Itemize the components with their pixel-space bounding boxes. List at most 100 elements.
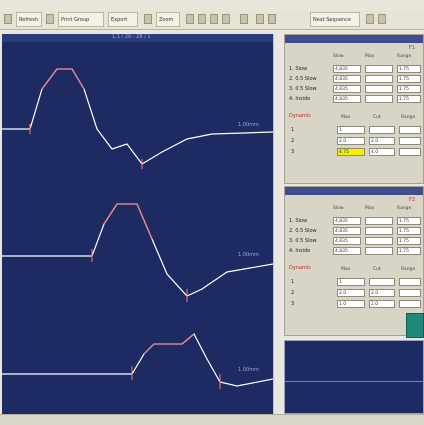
p1-row-1-v1[interactable]: 4,835 (333, 65, 361, 73)
p2-row-3-v1[interactable]: 4,835 (333, 237, 361, 245)
p2-row-2-v3[interactable]: 1.75 (397, 227, 421, 235)
arrow-right-icon[interactable] (198, 14, 206, 24)
p1-row-4-v1[interactable]: 4,835 (333, 95, 361, 103)
waveform-trace-1 (2, 68, 273, 165)
p2-sub-row-3-v1[interactable]: 1.0 (337, 300, 365, 308)
p1-row-3-v1[interactable]: 4,835 (333, 85, 361, 93)
p2-sub-row-3-v3[interactable] (399, 300, 421, 308)
trace-1-baseline-label: 1.00mm (238, 122, 259, 128)
p1-col-header-1: Slow (333, 54, 344, 59)
p2-row-4-v2[interactable] (365, 247, 393, 255)
data-panel-1-header: F1 (409, 45, 416, 51)
p1-sub-header-3: Range (401, 115, 416, 120)
p2-sub-row-3-v2[interactable]: 2.0 (369, 300, 395, 308)
trace-3-baseline-label: 1.00mm (238, 367, 259, 373)
p2-sub-header-1: Max (341, 267, 351, 272)
p1-row-2-v2[interactable] (365, 75, 393, 83)
p2-row-2-v1[interactable]: 4,835 (333, 227, 361, 235)
shield-icon[interactable] (406, 313, 424, 338)
p1-row-3-v3[interactable]: 1.75 (397, 85, 421, 93)
p1-row-2-v1[interactable]: 4,835 (333, 75, 361, 83)
export-button[interactable]: Export (108, 12, 138, 27)
grid-icon[interactable] (240, 14, 248, 24)
waveform-header (2, 34, 273, 42)
p1-row-2-v3[interactable]: 1.75 (397, 75, 421, 83)
next-sequence-button[interactable]: Next Sequence (310, 12, 360, 27)
data-panel-1-titlebar (285, 35, 423, 43)
p1-sub-row-1-v3[interactable] (399, 126, 421, 134)
splitter[interactable] (273, 34, 284, 414)
p1-row-3-label: 3. 0.5 Slow (289, 86, 317, 92)
arrow-left-icon[interactable] (186, 14, 194, 24)
p2-sub-header-3: Range (401, 267, 416, 272)
p2-row-4-v3[interactable]: 1.75 (397, 247, 421, 255)
help-icon[interactable] (366, 14, 374, 24)
p1-sub-row-3-v3[interactable] (399, 148, 421, 156)
p2-row-3-v2[interactable] (365, 237, 393, 245)
p2-row-2-v2[interactable] (365, 227, 393, 235)
p1-row-4-label: 4. Inside (289, 96, 311, 102)
waveform-trace-3-peak (143, 333, 195, 355)
p1-sub-row-2-v1[interactable]: 2.0 (337, 137, 365, 145)
last-icon[interactable] (222, 14, 230, 24)
p2-row-4-v1[interactable]: 4,835 (333, 247, 361, 255)
p2-sub-header-2: Cut (373, 267, 381, 272)
zoom-button[interactable]: Zoom (156, 12, 180, 27)
p1-sub-row-1-v2[interactable] (369, 126, 395, 134)
p1-row-3-v2[interactable] (365, 85, 393, 93)
p2-row-1-label: 1. Slow (289, 218, 308, 224)
p1-sub-row-3-label: 3 (291, 149, 295, 155)
chart-icon[interactable] (256, 14, 264, 24)
open-icon[interactable] (4, 14, 12, 24)
waveform-svg (2, 68, 273, 389)
waveform-panel[interactable]: 1,1 / 26 - 28 / 1 1.00mm 1.00mm 1.00mm (2, 34, 273, 414)
waveform-trace-3 (2, 333, 273, 387)
p2-row-1-v2[interactable] (365, 217, 393, 225)
waveform-trace-2 (2, 203, 273, 297)
waveform-trace-2-peak (103, 203, 153, 240)
p1-row-1-v3[interactable]: 1.75 (397, 65, 421, 73)
p2-row-2-label: 2. 0.5 Slow (289, 228, 317, 234)
p2-sub-row-1-v2[interactable] (369, 278, 395, 286)
p1-sub-row-3-v1[interactable]: 4.75 (337, 148, 365, 156)
p1-sub-row-1-label: 1 (291, 127, 295, 133)
p2-sub-row-1-v1[interactable]: 1 (337, 278, 365, 286)
p2-sub-row-3-label: 3 (291, 301, 295, 307)
toolbar: Refresh Print Group Export Zoom Next Seq… (0, 10, 424, 30)
p1-row-4-v2[interactable] (365, 95, 393, 103)
close-icon[interactable] (378, 14, 386, 24)
p1-sub-row-1-v1[interactable]: 1 (337, 126, 365, 134)
trace-2-baseline-label: 1.00mm (238, 252, 259, 258)
p2-sub-row-2-label: 2 (291, 290, 295, 296)
refresh-button[interactable]: Refresh (16, 12, 42, 27)
p1-row-1-v2[interactable] (365, 65, 393, 73)
p1-col-header-3: Range (397, 54, 412, 59)
p2-sub-row-1-label: 1 (291, 279, 295, 285)
p2-sub-row-1-v3[interactable] (399, 278, 421, 286)
p2-row-1-v3[interactable]: 1.75 (397, 217, 421, 225)
p1-sub-row-2-v3[interactable] (399, 137, 421, 145)
waveform-title: 1,1 / 26 - 28 / 1 (112, 34, 151, 40)
p2-sub-row-2-v1[interactable]: 2.0 (337, 289, 365, 297)
p2-row-3-v3[interactable]: 1.75 (397, 237, 421, 245)
print-group-button[interactable]: Print Group (58, 12, 104, 27)
p2-row-1-v1[interactable]: 4,835 (333, 217, 361, 225)
settings-icon[interactable] (144, 14, 152, 24)
status-bar (0, 414, 424, 425)
p2-row-4-label: 4. Inside (289, 248, 311, 254)
p2-sub-row-2-v3[interactable] (399, 289, 421, 297)
save-icon[interactable] (46, 14, 54, 24)
data-panel-2-titlebar (285, 187, 423, 195)
list-icon[interactable] (268, 14, 276, 24)
p2-row-3-label: 3. 0.5 Slow (289, 238, 317, 244)
p2-col-header-1: Slow (333, 206, 344, 211)
data-panel-2-header: F2 (409, 197, 416, 203)
first-icon[interactable] (210, 14, 218, 24)
data-panel-2: F2 Slow Max Range 1. Slow 4,835 1.75 2. … (284, 186, 424, 336)
p2-sub-row-2-v2[interactable]: 2.0 (369, 289, 395, 297)
p1-sub-row-2-v2[interactable]: 2.0 (369, 137, 395, 145)
p1-row-4-v3[interactable]: 1.75 (397, 95, 421, 103)
mini-plot-panel[interactable] (284, 340, 424, 414)
p2-section-label: Dynamic (289, 265, 312, 271)
p1-sub-row-3-v2[interactable]: 4.0 (369, 148, 395, 156)
